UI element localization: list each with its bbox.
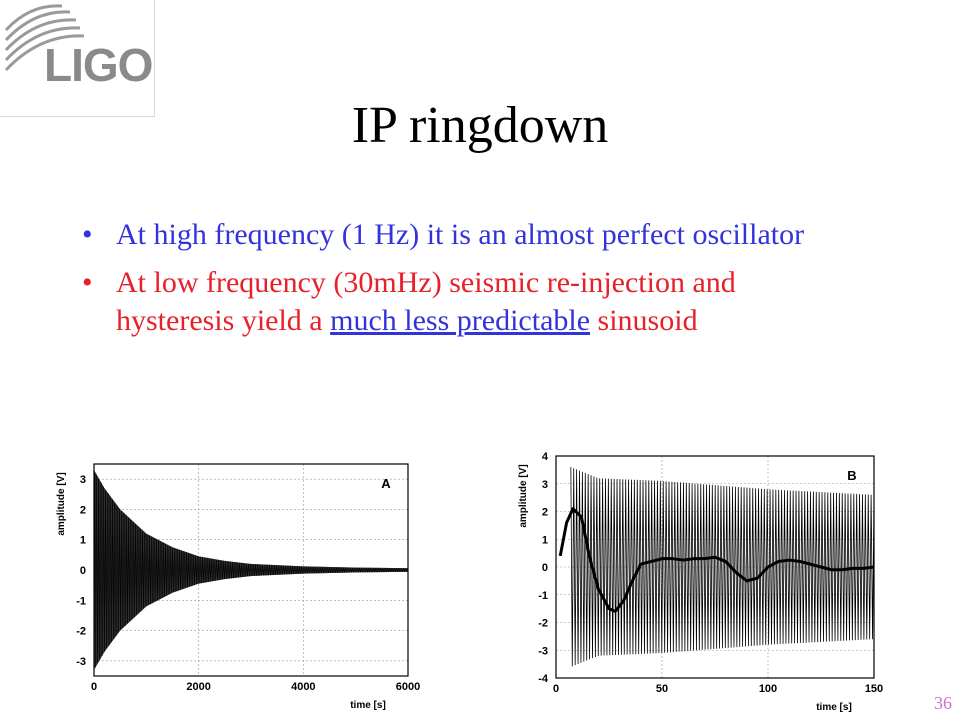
plot-frame <box>93 463 409 677</box>
x-tick-label: 0 <box>91 681 97 693</box>
y-tick-label: 1 <box>542 534 548 546</box>
bullet-list: • At high frequency (1 Hz) it is an almo… <box>82 216 842 350</box>
logo-arcs-icon <box>4 4 85 72</box>
predictability-link[interactable]: much less predictable <box>330 304 591 337</box>
page-number: 36 <box>934 693 952 713</box>
y-tick-label: 4 <box>542 451 549 463</box>
y-tick-label: -3 <box>538 645 548 657</box>
slide-title: IP ringdown <box>351 97 609 154</box>
panel-label: A <box>381 476 391 491</box>
series-drift-line <box>558 507 875 613</box>
x-axis-label: time [s] <box>816 702 852 713</box>
y-tick-label: 0 <box>542 562 548 574</box>
y-tick-label: 3 <box>80 474 86 486</box>
y-axis-label: amplitude [V] <box>56 472 67 535</box>
ligo-logo: LIGO <box>0 0 155 117</box>
bullet-text-end: sinusoid <box>590 304 698 337</box>
panel-label: B <box>847 468 856 483</box>
bullet-text: At low frequency (30mHz) seismic re-inje… <box>116 266 736 337</box>
series-oscillation-line <box>93 470 409 670</box>
y-tick-label: -4 <box>538 673 549 685</box>
x-tick-label: 6000 <box>396 681 420 693</box>
y-tick-label: 1 <box>80 535 86 547</box>
x-tick-label: 100 <box>759 683 777 695</box>
x-tick-label: 50 <box>656 683 668 695</box>
bullet-dot: • <box>82 266 93 299</box>
y-tick-label: -1 <box>76 595 86 607</box>
logo-text: LIGO <box>44 39 153 91</box>
x-tick-label: 0 <box>553 683 559 695</box>
bullet-item: • At high frequency (1 Hz) it is an almo… <box>82 216 842 254</box>
x-tick-label: 4000 <box>291 681 315 693</box>
y-tick-label: -1 <box>538 590 548 602</box>
y-tick-label: -2 <box>76 626 86 638</box>
y-tick-label: 2 <box>80 504 86 516</box>
y-tick-label: 3 <box>542 479 548 491</box>
y-axis-label: amplitude [V] <box>518 464 529 527</box>
y-tick-label: 2 <box>542 507 548 519</box>
bullet-dot: • <box>82 218 93 251</box>
bullet-text: At high frequency (1 Hz) it is an almost… <box>116 218 805 251</box>
y-tick-label: -3 <box>76 656 86 668</box>
x-tick-label: 2000 <box>186 681 210 693</box>
x-tick-label: 150 <box>865 683 883 695</box>
x-axis-label: time [s] <box>350 700 386 711</box>
plot-frame <box>555 455 875 679</box>
y-tick-label: -2 <box>538 618 548 630</box>
bullet-item: • At low frequency (30mHz) seismic re-in… <box>82 264 842 340</box>
y-tick-label: 0 <box>80 565 86 577</box>
